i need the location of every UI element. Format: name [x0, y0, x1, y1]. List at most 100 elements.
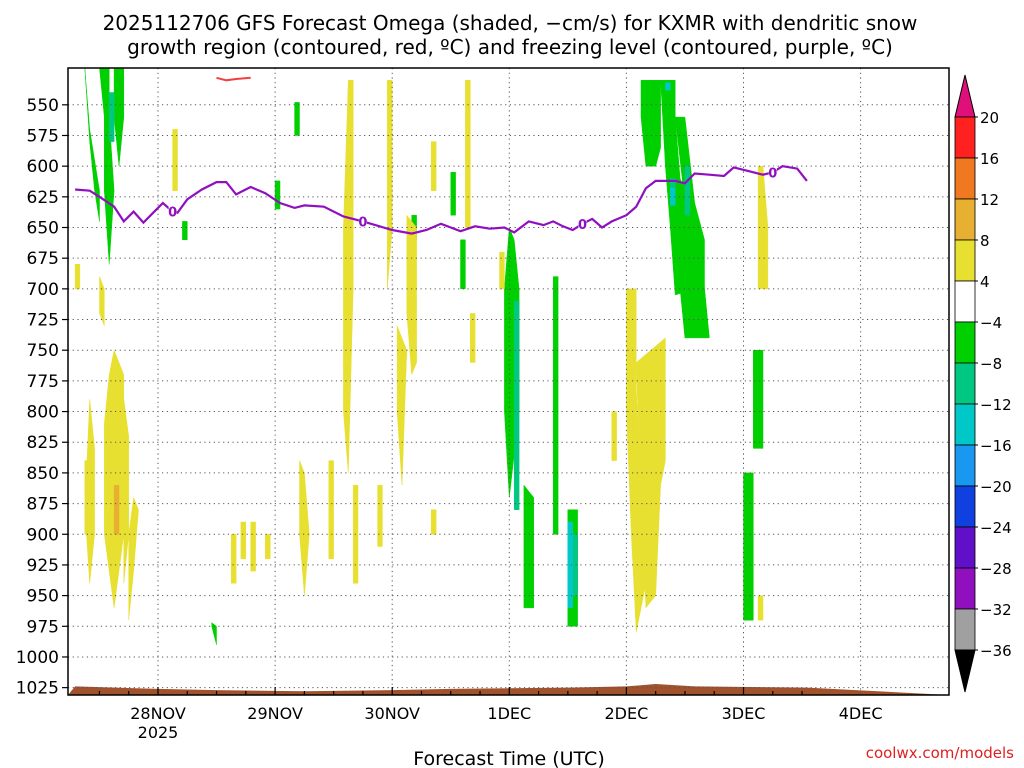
dgz-contour — [216, 76, 251, 82]
omega-region — [84, 68, 100, 222]
omega-region — [172, 129, 178, 191]
y-tick-label: 750 — [27, 341, 59, 361]
omega-region — [406, 214, 417, 375]
omega-region — [753, 349, 764, 449]
omega-region — [567, 521, 573, 609]
x-tick-label: 30NOV — [364, 704, 420, 723]
omega-region — [552, 276, 559, 535]
grid-layer — [68, 68, 949, 695]
colorbar-label: −8 — [980, 355, 1002, 373]
y-tick-label: 650 — [27, 219, 59, 239]
colorbar-swatch — [954, 526, 976, 569]
colorbar-label: −16 — [980, 437, 1012, 455]
omega-region — [757, 165, 769, 290]
credit-link[interactable]: coolwx.com/models — [866, 744, 1014, 762]
colorbar-swatch — [954, 280, 976, 323]
omega-region — [74, 264, 81, 290]
x-tick-label: 29NOV — [247, 704, 303, 723]
y-tick-label: 700 — [27, 280, 59, 300]
omega-region — [294, 102, 300, 136]
omega-region — [274, 180, 281, 210]
colorbar-swatch — [954, 157, 976, 200]
omega-region — [450, 172, 456, 216]
colorbar-swatch — [954, 362, 976, 405]
freezing-level-label: 0 — [578, 218, 587, 233]
y-axis: 550 575 600 625 650 675 700 725 750 775 800 825 850 8… — [16, 96, 68, 699]
omega-region — [665, 82, 671, 91]
colorbar-label: 4 — [980, 273, 990, 291]
y-tick-label: 675 — [27, 249, 59, 269]
freezing-level-label-bg — [578, 217, 587, 230]
chart-title-line-1: 2025112706 GFS Forecast Omega (shaded, −… — [103, 11, 918, 35]
omega-shading-layer — [74, 68, 769, 645]
colorbar-label: 16 — [980, 150, 999, 168]
omega-region — [113, 484, 120, 535]
omega-region — [128, 496, 139, 621]
x-tick-label: 4DEC — [839, 704, 883, 723]
colorbar-swatch — [954, 321, 976, 364]
freezing-level-label-bg — [768, 166, 777, 179]
x-axis: 28NOV 29NOV 30NOV 1DEC 2DEC 3DEC 4DEC 2025 — [98, 687, 883, 742]
colorbar-label: −28 — [980, 560, 1012, 578]
y-tick-label: 725 — [27, 311, 59, 331]
y-tick-label: 900 — [27, 525, 59, 545]
colorbar-swatch — [954, 485, 976, 528]
colorbar-swatch — [954, 239, 976, 282]
omega-region — [230, 534, 237, 584]
omega-region — [250, 521, 256, 572]
y-tick-label: 825 — [27, 433, 59, 453]
y-tick-label: 800 — [27, 403, 59, 423]
omega-region — [240, 521, 247, 560]
colorbar-swatch — [954, 608, 976, 651]
colorbar-label: 20 — [980, 109, 999, 127]
colorbar-label: −32 — [980, 601, 1012, 619]
freezing-level-label: 0 — [768, 166, 777, 181]
y-tick-label: 1025 — [16, 679, 59, 699]
omega-region — [465, 80, 471, 228]
omega-region — [460, 239, 466, 290]
x-tick-label: 2DEC — [605, 704, 649, 723]
colorbar-swatch — [954, 403, 976, 446]
colorbar-swatch — [954, 567, 976, 610]
omega-region — [377, 484, 383, 547]
plot-area: 0 0 0 0 — [68, 68, 949, 695]
colorbar-swatch — [954, 198, 976, 241]
colorbar-swatch — [954, 116, 976, 159]
omega-region — [328, 460, 334, 560]
colorbar-label: −36 — [980, 642, 1012, 660]
y-tick-label: 950 — [27, 587, 59, 607]
omega-region — [299, 460, 310, 596]
y-tick-label: 975 — [27, 617, 59, 637]
omega-region — [182, 221, 188, 241]
omega-region — [265, 534, 271, 560]
colorbar-label: −4 — [980, 314, 1002, 332]
colorbar-swatch — [954, 444, 976, 487]
omega-region — [343, 80, 354, 473]
freezing-level-label-bg — [168, 205, 177, 218]
x-axis-label: Forecast Time (UTC) — [413, 748, 604, 768]
omega-region — [396, 325, 408, 486]
omega-region — [757, 595, 764, 621]
surface-terrain — [68, 684, 949, 695]
y-tick-label: 875 — [27, 495, 59, 515]
freezing-level-label: 0 — [168, 206, 177, 221]
y-tick-label: 925 — [27, 556, 59, 576]
omega-region — [513, 300, 520, 510]
y-tick-label: 1000 — [16, 648, 59, 668]
omega-region — [430, 509, 437, 535]
colorbar-bottom-arrow — [954, 649, 976, 693]
surface-terrain-layer — [68, 684, 949, 695]
freezing-level-label-bg — [358, 215, 367, 228]
plot-frame — [67, 67, 950, 696]
x-tick-label: 28NOV — [130, 704, 186, 723]
colorbar-label: −12 — [980, 396, 1012, 414]
dgz-contour-layer — [216, 76, 251, 82]
omega-region — [430, 141, 437, 191]
omega-region — [99, 276, 105, 326]
omega-region — [670, 187, 676, 206]
omega-region — [679, 288, 710, 339]
colorbar-label: 12 — [980, 191, 999, 209]
omega-region — [104, 349, 125, 608]
x-tick-label: 3DEC — [722, 704, 766, 723]
